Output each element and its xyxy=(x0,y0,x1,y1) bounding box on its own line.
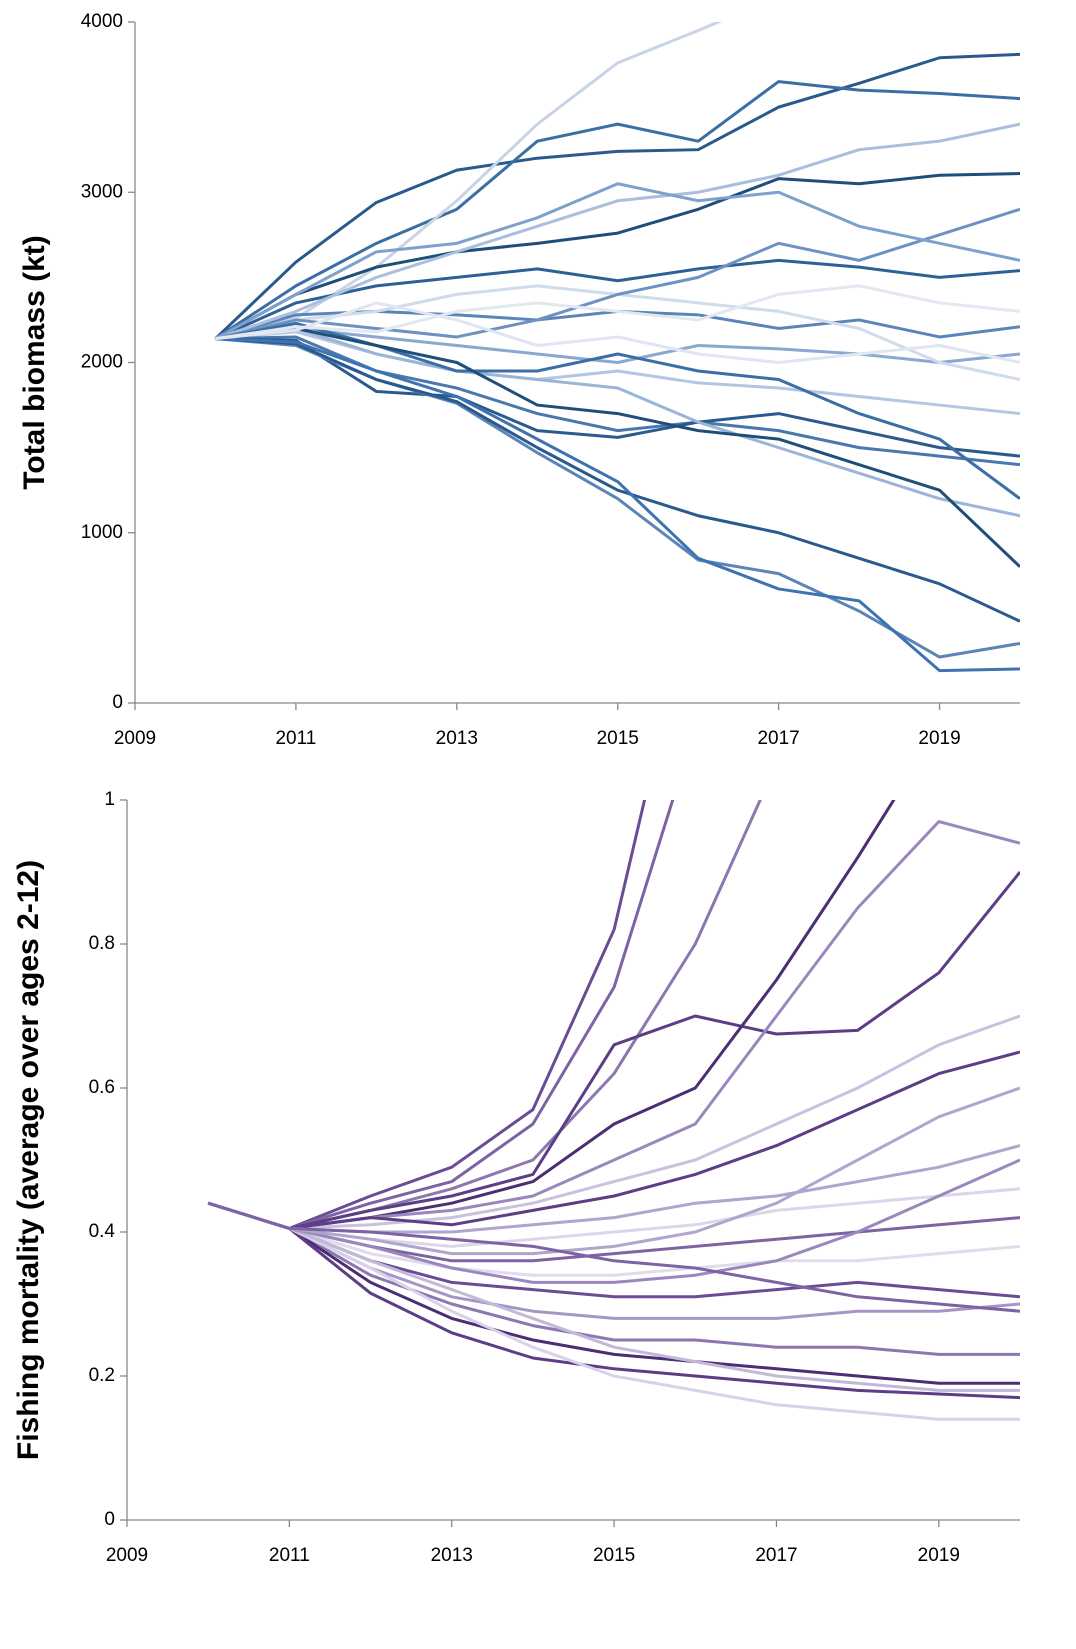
x-tick-label: 2009 xyxy=(114,728,156,749)
data-line xyxy=(215,22,723,341)
data-line xyxy=(214,258,1020,341)
data-line xyxy=(214,122,1020,341)
y-tick-label: 0 xyxy=(104,1509,115,1530)
data-line xyxy=(207,871,1020,1230)
y-tick-label: 0.6 xyxy=(89,1077,115,1098)
data-line xyxy=(214,182,1020,340)
data-line xyxy=(207,820,1020,1230)
data-line xyxy=(207,800,647,1230)
y-tick-label: 2000 xyxy=(81,352,123,373)
x-tick-label: 2019 xyxy=(918,728,960,749)
y-tick-label: 0.2 xyxy=(89,1365,115,1386)
data-line xyxy=(215,301,1020,364)
data-line xyxy=(207,1201,1020,1385)
data-line xyxy=(207,1201,1020,1313)
data-line xyxy=(215,337,1020,659)
x-tick-label: 2017 xyxy=(757,728,799,749)
x-tick-label: 2015 xyxy=(593,1545,635,1566)
data-line xyxy=(207,1050,1020,1230)
data-line xyxy=(215,326,1020,568)
x-tick-label: 2019 xyxy=(918,1545,960,1566)
y-axis-label: Total biomass (kt) xyxy=(18,235,51,489)
data-line xyxy=(207,1201,1020,1392)
lines xyxy=(214,22,1020,673)
y-tick-label: 3000 xyxy=(81,181,123,202)
data-line xyxy=(214,172,1020,340)
y-tick-label: 1000 xyxy=(81,522,123,543)
data-line xyxy=(215,321,1020,500)
data-line xyxy=(207,1201,1020,1400)
panel: 0 0.2 0.4 0.6 0.8 1 2009 2011 2013 2015 2017 2019 Fi… xyxy=(12,789,1020,1566)
y-tick-label: 0.4 xyxy=(89,1221,116,1242)
y-tick-label: 0 xyxy=(112,692,123,713)
x-tick-label: 2013 xyxy=(431,1545,473,1566)
y-tick-label: 0.8 xyxy=(89,933,115,954)
x-tick-label: 2015 xyxy=(597,728,639,749)
data-line xyxy=(215,326,1020,518)
x-tick-label: 2011 xyxy=(269,1545,310,1566)
lines xyxy=(207,800,1020,1421)
data-line xyxy=(207,1014,1020,1230)
x-tick-label: 2013 xyxy=(436,728,478,749)
data-line xyxy=(215,337,1020,623)
data-line xyxy=(207,1201,1020,1277)
data-line xyxy=(214,52,1020,340)
x-tick-label: 2017 xyxy=(755,1545,797,1566)
data-line xyxy=(207,1201,1020,1421)
data-line xyxy=(214,80,1020,340)
data-line xyxy=(207,800,675,1230)
data-line xyxy=(207,1086,1020,1256)
data-line xyxy=(207,1201,1020,1356)
data-line xyxy=(215,335,1020,467)
x-tick-label: 2011 xyxy=(275,728,316,749)
data-line xyxy=(215,337,1020,458)
panel: 0 1000 2000 3000 4000 2009 2011 2013 2015 2017 201… xyxy=(18,11,1020,749)
data-line xyxy=(215,207,1020,341)
data-line xyxy=(215,284,1020,341)
y-tick-label: 4000 xyxy=(81,11,123,32)
y-axis-label: Fishing mortality (average over ages 2-1… xyxy=(12,860,45,1460)
x-tick-label: 2009 xyxy=(106,1545,148,1566)
y-tick-label: 1 xyxy=(104,789,115,810)
data-line xyxy=(215,326,1020,364)
data-line xyxy=(215,337,1020,673)
data-line xyxy=(207,800,896,1230)
data-line xyxy=(207,1158,1020,1284)
